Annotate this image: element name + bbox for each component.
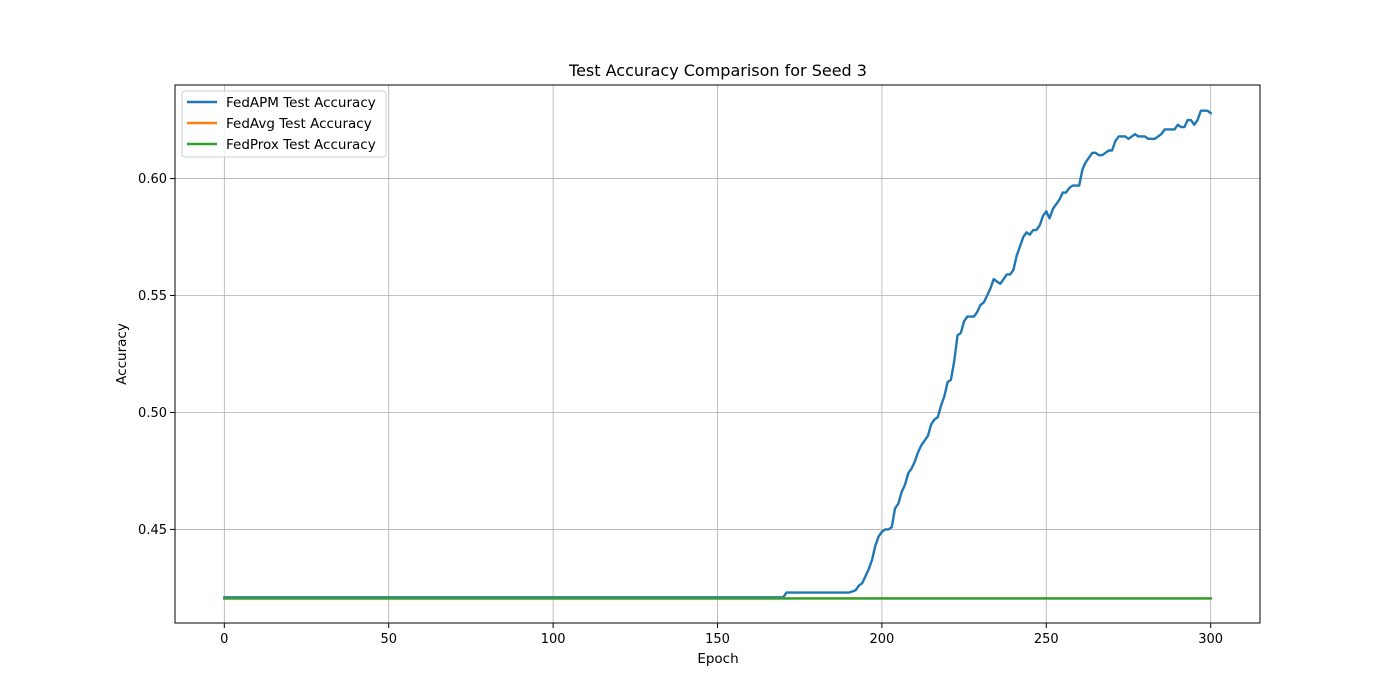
y-tick-label: 0.55 <box>138 289 167 304</box>
x-tick-label: 0 <box>220 632 228 647</box>
series-lines <box>223 109 1213 600</box>
x-tick-label: 300 <box>1198 632 1223 647</box>
series-line-0 <box>223 109 1213 599</box>
y-axis-label: Accuracy <box>114 323 130 385</box>
x-tick-label: 150 <box>705 632 730 647</box>
y-tick-label: 0.50 <box>138 406 167 421</box>
x-axis-label: Epoch <box>697 651 738 667</box>
legend-box <box>181 90 387 158</box>
axis-ticks: 0 50 100 150 200 250 300 0.45 0.50 0.55 0.60 <box>138 172 1223 647</box>
x-tick-label: 200 <box>869 632 894 647</box>
chart-title: Test Accuracy Comparison for Seed 3 <box>568 61 867 80</box>
legend-entry-1: FedAvg Test Accuracy <box>226 116 372 132</box>
legend-entry-0: FedAPM Test Accuracy <box>226 95 376 111</box>
x-tick-label: 50 <box>380 632 397 647</box>
y-tick-label: 0.45 <box>138 523 167 538</box>
x-tick-label: 250 <box>1034 632 1059 647</box>
x-tick-label: 100 <box>541 632 566 647</box>
grid-lines <box>175 85 1260 623</box>
y-tick-label: 0.60 <box>138 172 167 187</box>
legend: FedAPM Test Accuracy FedAvg Test Accuracy… <box>181 90 387 158</box>
legend-entry-2: FedProx Test Accuracy <box>226 137 376 153</box>
